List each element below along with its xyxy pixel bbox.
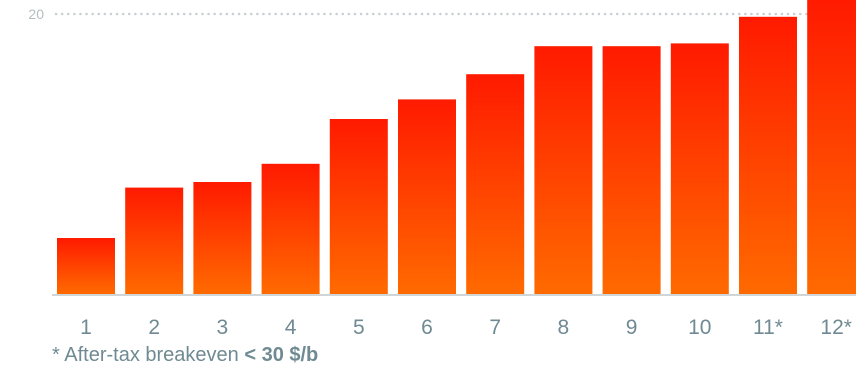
footnote-emphasis: < 30 $/b bbox=[244, 344, 319, 366]
x-tick-label: 12* bbox=[820, 316, 852, 339]
x-tick-label: 9 bbox=[626, 316, 638, 339]
x-labels-layer: 1 2 3 4 5 6 7 8 9 10 11* 12* bbox=[80, 316, 852, 339]
x-tick-label: 6 bbox=[421, 316, 433, 339]
footnote: * After-tax breakeven < 30 $/b bbox=[52, 343, 318, 367]
footnote-text: * After-tax breakeven bbox=[52, 344, 245, 366]
bar bbox=[466, 74, 525, 294]
bar bbox=[329, 119, 388, 294]
bar bbox=[398, 99, 456, 295]
x-tick-label: 11* bbox=[753, 316, 783, 339]
x-tick-label: 4 bbox=[285, 316, 297, 339]
bar bbox=[807, 0, 856, 294]
y-tick-label: 20 bbox=[28, 6, 44, 22]
x-tick-label: 7 bbox=[489, 316, 501, 339]
x-tick-label: 8 bbox=[558, 316, 570, 339]
bar bbox=[534, 46, 593, 295]
x-tick-label: 3 bbox=[217, 316, 229, 339]
x-tick-label: 2 bbox=[148, 316, 160, 339]
bars-layer bbox=[57, 0, 856, 295]
bar bbox=[193, 182, 252, 294]
bar bbox=[57, 238, 115, 294]
x-tick-label: 10 bbox=[688, 316, 711, 339]
x-tick-label: 5 bbox=[353, 316, 365, 339]
bar bbox=[739, 16, 797, 295]
bar bbox=[125, 187, 184, 294]
x-tick-label: 1 bbox=[80, 316, 92, 339]
bar bbox=[670, 43, 729, 295]
bar bbox=[261, 163, 320, 294]
grid-layer: 20 bbox=[28, 6, 856, 22]
bar bbox=[602, 46, 661, 295]
